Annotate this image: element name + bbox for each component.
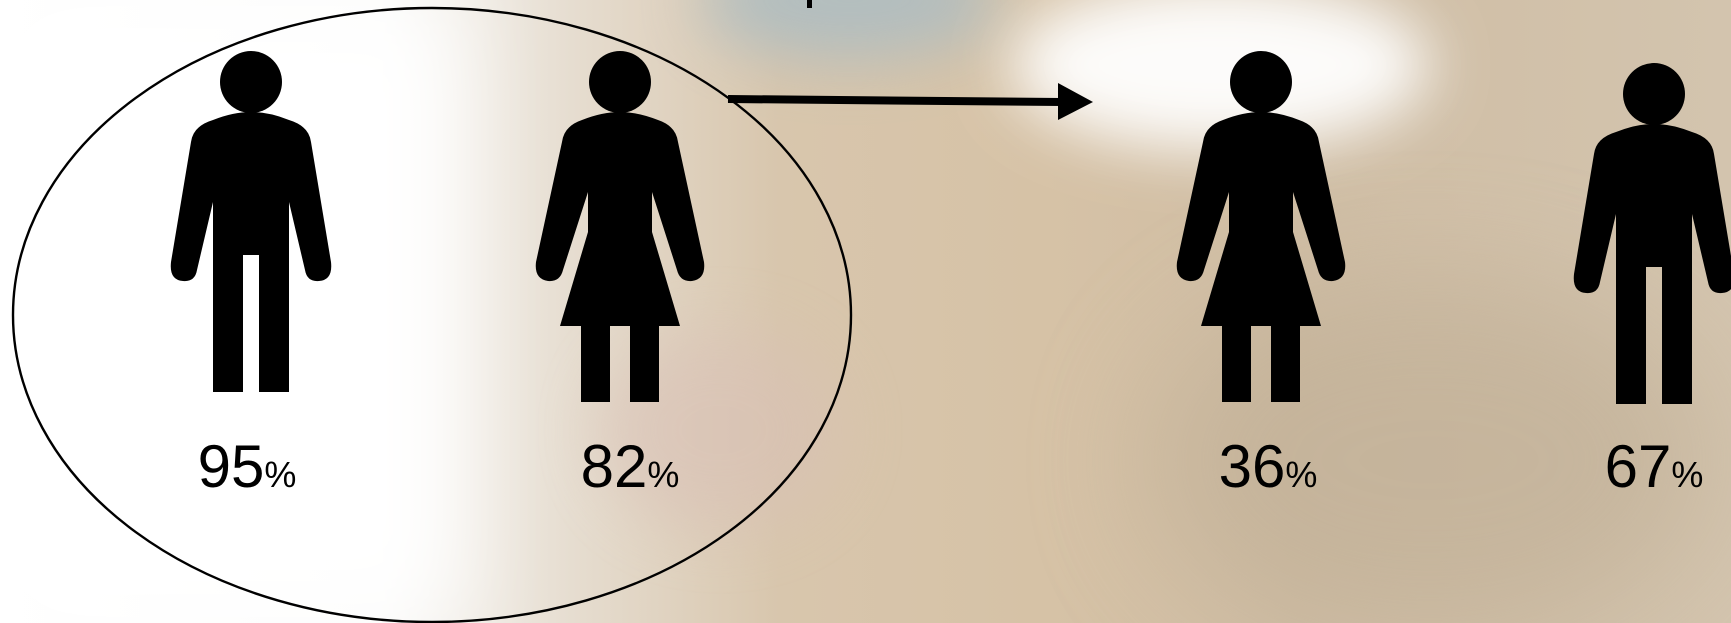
arrow-right-icon [727, 83, 1093, 120]
woman-icon [535, 51, 705, 402]
clipped-text-fragment [807, 0, 812, 8]
percentage-label: 36% [1218, 433, 1318, 500]
percentage-label: 82% [580, 433, 680, 500]
group-ellipse [11, 6, 853, 623]
man-icon [170, 51, 332, 392]
woman-icon [1176, 51, 1346, 402]
percentage-label: 67% [1604, 433, 1704, 500]
man-icon [1573, 63, 1731, 404]
percentage-label: 95% [197, 433, 297, 500]
